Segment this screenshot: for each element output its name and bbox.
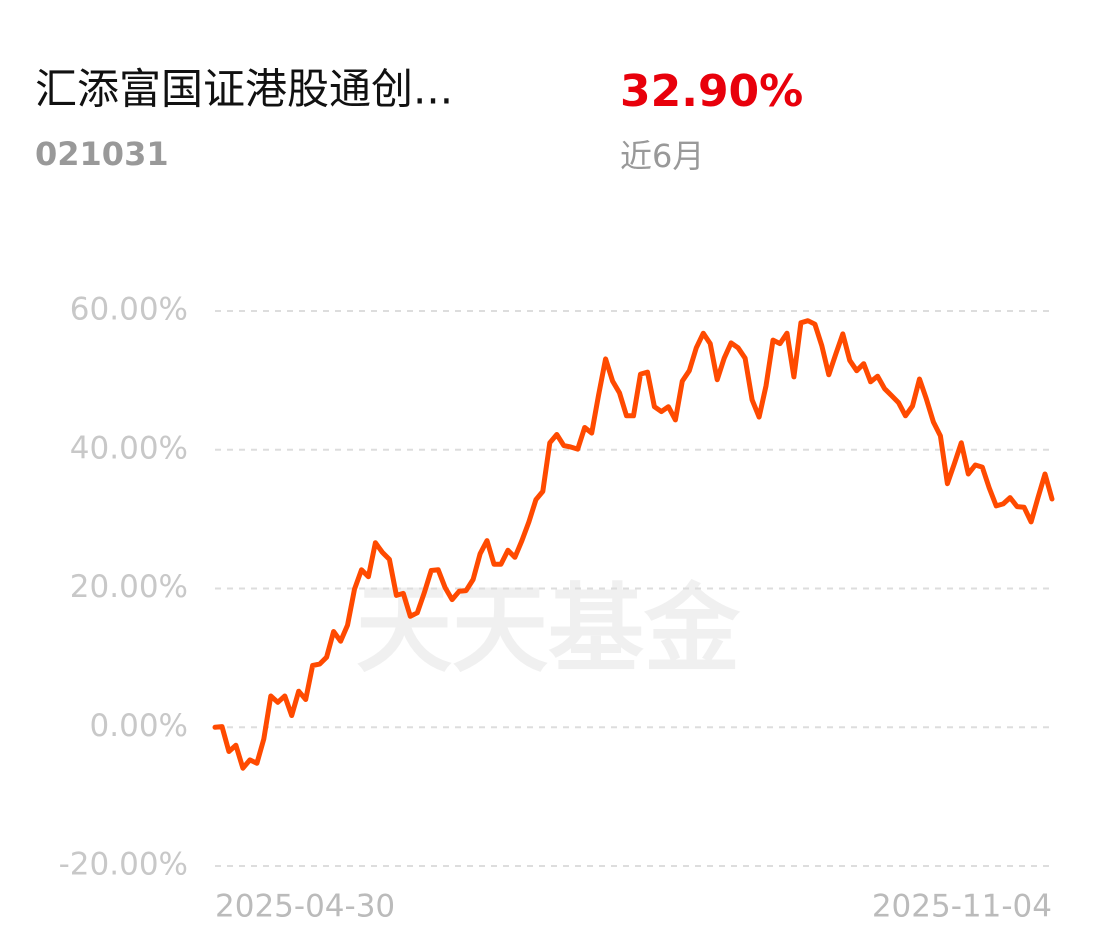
return-period: 近6月 [620,137,704,175]
watermark: 天天基金 [356,573,741,685]
line-series [212,318,1055,771]
y-tick-label: -20.00% [59,847,188,883]
y-tick-label: 20.00% [70,569,188,605]
fund-code: 021031 [35,135,169,173]
x-tick-label: 2025-11-04 [872,889,1052,925]
fund-name: 汇添富国证港股通创... [35,65,453,114]
fund-return: 32.90% [620,66,803,117]
x-tick-label: 2025-04-30 [215,889,395,925]
y-tick-label: 60.00% [70,292,188,328]
y-tick-label: 0.00% [90,708,188,744]
y-tick-label: 40.00% [70,430,188,466]
